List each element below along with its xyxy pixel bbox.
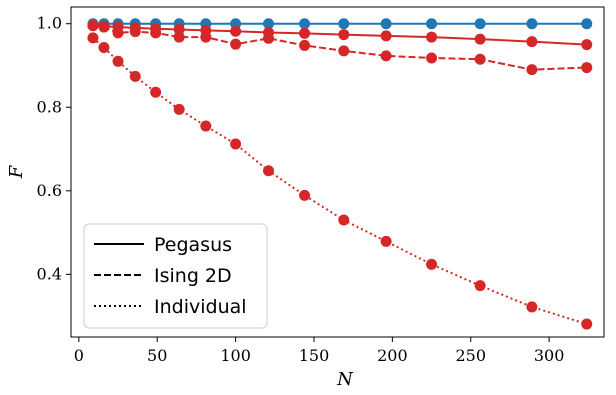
legend-label-pegasus: Pegasus <box>154 234 232 256</box>
series-3-point <box>474 280 486 292</box>
series-2-point <box>526 64 538 76</box>
series-1-point <box>474 33 486 45</box>
series-0-point <box>581 18 593 30</box>
series-line-2 <box>92 24 587 71</box>
series-0-point <box>230 18 242 30</box>
plot-lines <box>92 22 588 326</box>
series-3-point <box>338 214 350 226</box>
y-axis-label: F <box>6 164 27 179</box>
series-0-point <box>380 18 392 30</box>
series-3-point <box>230 138 242 150</box>
series-2-point <box>380 50 392 62</box>
series-2-point <box>474 53 486 65</box>
x-tick-label: 100 <box>220 346 251 365</box>
y-tick-label: 0.4 <box>37 264 62 283</box>
series-2-point <box>87 20 99 32</box>
series-2-point <box>150 27 162 39</box>
legend: Pegasus Ising 2D Individual <box>83 223 268 329</box>
y-axis: 0.4 0.6 0.8 1.0 <box>37 14 71 283</box>
y-tick-label: 1.0 <box>37 14 62 33</box>
series-0-point <box>338 18 350 30</box>
series-2-point <box>263 32 275 44</box>
legend-label-individual: Individual <box>154 296 247 318</box>
series-2-point <box>581 62 593 74</box>
x-tick-label: 200 <box>377 346 408 365</box>
series-3-point <box>526 301 538 313</box>
series-2-point <box>98 21 110 33</box>
series-line-3 <box>92 37 588 326</box>
x-tick-label: 0 <box>74 346 84 365</box>
series-0-point <box>299 18 311 30</box>
series-1-point <box>581 39 593 51</box>
series-3-point <box>150 86 162 98</box>
plot-frame <box>70 6 605 338</box>
series-3-point <box>87 32 99 44</box>
series-0-point <box>526 18 538 30</box>
series-3-point <box>299 189 311 201</box>
series-0-point <box>263 18 275 30</box>
legend-label-ising-2d: Ising 2D <box>154 265 232 287</box>
series-2-point <box>338 45 350 57</box>
series-3-point <box>200 120 212 132</box>
series-3-point <box>173 103 185 115</box>
series-3-point <box>129 70 141 82</box>
plot-points <box>87 18 593 330</box>
series-1-point <box>426 31 438 43</box>
series-0-point <box>474 18 486 30</box>
series-2-point <box>299 39 311 51</box>
legend-box <box>83 223 268 329</box>
series-2-point <box>426 52 438 64</box>
y-tick-label: 0.6 <box>37 181 62 200</box>
x-tick-label: 50 <box>147 346 167 365</box>
series-1-point <box>338 29 350 41</box>
series-3-point <box>98 42 110 54</box>
series-2-point <box>230 38 242 50</box>
series-2-point <box>112 27 124 39</box>
series-1-point <box>299 27 311 39</box>
series-1-point <box>173 24 185 36</box>
series-1-point <box>380 30 392 42</box>
series-3-point <box>426 258 438 270</box>
y-tick-label: 0.8 <box>37 97 62 116</box>
x-axis-label: N <box>336 369 354 390</box>
x-tick-label: 150 <box>299 346 330 365</box>
series-3-point <box>112 55 124 67</box>
series-2-point <box>129 26 141 38</box>
series-1-point <box>526 36 538 48</box>
x-axis: 0 50 100 150 200 250 300 <box>74 337 565 365</box>
series-3-point <box>263 165 275 177</box>
series-0-point <box>426 18 438 30</box>
series-3-point <box>380 235 392 247</box>
series-line-1 <box>92 24 587 46</box>
x-tick-label: 250 <box>455 346 486 365</box>
series-2-point <box>200 31 212 43</box>
x-tick-label: 300 <box>534 346 565 365</box>
series-1-point <box>230 25 242 37</box>
series-2-point <box>173 31 185 43</box>
series-3-point <box>581 318 593 330</box>
